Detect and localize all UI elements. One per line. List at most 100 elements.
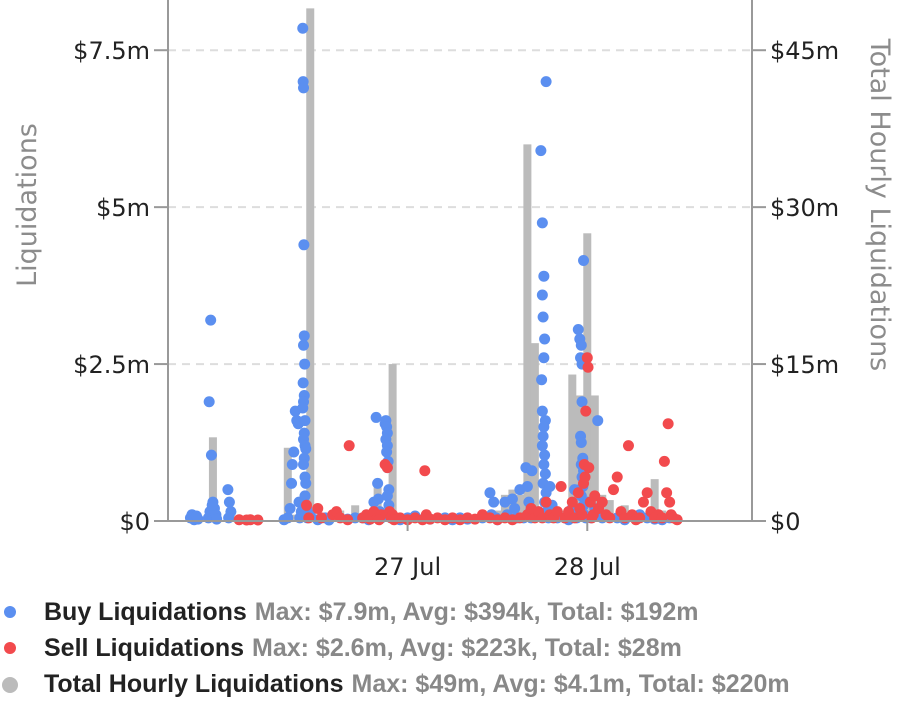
buy-point (539, 333, 551, 345)
sell-point (664, 496, 676, 508)
total-bar (500, 494, 509, 521)
sell-point (555, 480, 567, 492)
buy-point (297, 377, 309, 389)
sell-marker-icon (4, 642, 16, 654)
sell-point (381, 462, 393, 474)
sell-point (551, 506, 563, 518)
buy-point (381, 490, 393, 502)
left-axis-title: Liquidations (12, 123, 43, 287)
buy-point (536, 289, 548, 301)
buy-point (536, 217, 548, 229)
buy-point (299, 490, 311, 502)
buy-point (298, 459, 310, 471)
sell-point (540, 496, 552, 508)
buy-point (536, 440, 548, 452)
buy-point (538, 421, 550, 433)
buy-point (284, 502, 296, 514)
sell-point (566, 496, 578, 508)
right-tick-label: $15m (770, 351, 839, 379)
buy-point (575, 339, 587, 351)
buy-point (297, 22, 309, 34)
buy-point (539, 449, 551, 461)
buy-point (372, 493, 384, 505)
buy-point (211, 513, 223, 525)
sell-point (671, 514, 683, 526)
right-tick-label: $30m (770, 194, 839, 222)
total-bar (650, 479, 659, 521)
buy-point (509, 502, 521, 514)
buy-point (223, 496, 235, 508)
x-tick-label: 28 Jul (554, 553, 621, 581)
sell-point (582, 361, 594, 373)
buy-point (537, 430, 549, 442)
right-tick-label: $45m (770, 37, 839, 65)
sell-point (419, 465, 431, 477)
sell-point (343, 440, 355, 452)
buy-point (538, 270, 550, 282)
sell-point (641, 487, 653, 499)
buy-point (544, 480, 556, 492)
sell-point (576, 509, 588, 521)
buy-point (205, 314, 217, 326)
buy-point (298, 330, 310, 342)
sell-point (373, 514, 385, 526)
sell-point (579, 471, 591, 483)
legend-buy-name: Buy Liquidations (44, 598, 247, 626)
buy-point (535, 145, 547, 157)
left-tick-label: $2.5m (73, 351, 150, 379)
total-bar (388, 364, 397, 521)
legend-sell-name: Sell Liquidations (44, 634, 245, 662)
total-bar (530, 343, 539, 521)
legend-buy-stats: Max: $7.9m, Avg: $394k, Total: $192m (254, 598, 699, 626)
buy-point (572, 324, 584, 336)
buy-point (521, 480, 533, 492)
buy-point (288, 446, 300, 458)
buy-point (526, 465, 538, 477)
total-hourly-bars (186, 8, 674, 522)
liquidations-chart: $0 $2.5m $5m $7.5m $0 $15m $30m $45m 27 Jul 28 Ju… (12, 0, 895, 581)
buy-point (484, 487, 496, 499)
buy-point (300, 477, 312, 489)
buy-point (298, 82, 310, 94)
buy-point (370, 411, 382, 423)
sell-point (581, 352, 593, 364)
sell-point (611, 471, 623, 483)
total-bar (523, 144, 532, 522)
buy-point (488, 496, 500, 508)
buy-point (575, 437, 587, 449)
buy-point (372, 477, 384, 489)
buy-point (592, 415, 604, 427)
buy-marker-icon (4, 606, 16, 618)
buy-point (286, 477, 298, 489)
buy-point (299, 415, 311, 427)
buy-point (298, 339, 310, 351)
total-bar (605, 500, 614, 521)
total-bar (590, 395, 599, 521)
left-tick-label: $0 (119, 508, 150, 536)
right-axis-title: Total Hourly Liquidations (864, 38, 895, 372)
total-bar (208, 437, 217, 521)
right-tick-label: $0 (770, 508, 801, 536)
left-tick-label: $5m (96, 194, 150, 222)
sell-point (596, 496, 608, 508)
buy-point (222, 484, 234, 496)
buy-point (536, 374, 548, 386)
x-tick-label: 27 Jul (374, 553, 441, 581)
total-marker-icon (2, 677, 18, 693)
buy-point (299, 358, 311, 370)
sell-point (658, 455, 670, 467)
buy-point (297, 402, 309, 414)
buy-point (538, 352, 550, 364)
sell-point (622, 440, 634, 452)
sell-point (580, 405, 592, 417)
sell-point (572, 487, 584, 499)
legend-total-stats: Max: $49m, Avg: $4.1m, Total: $220m (351, 670, 790, 698)
buy-point (192, 513, 204, 525)
buy-point (205, 449, 217, 461)
sell-point (637, 496, 649, 508)
buy-point (578, 255, 590, 266)
legend-sell-stats: Max: $2.6m, Avg: $223k, Total: $28m (252, 634, 682, 662)
sell-point (661, 487, 673, 499)
buy-point (539, 468, 551, 480)
buy-point (298, 239, 310, 251)
